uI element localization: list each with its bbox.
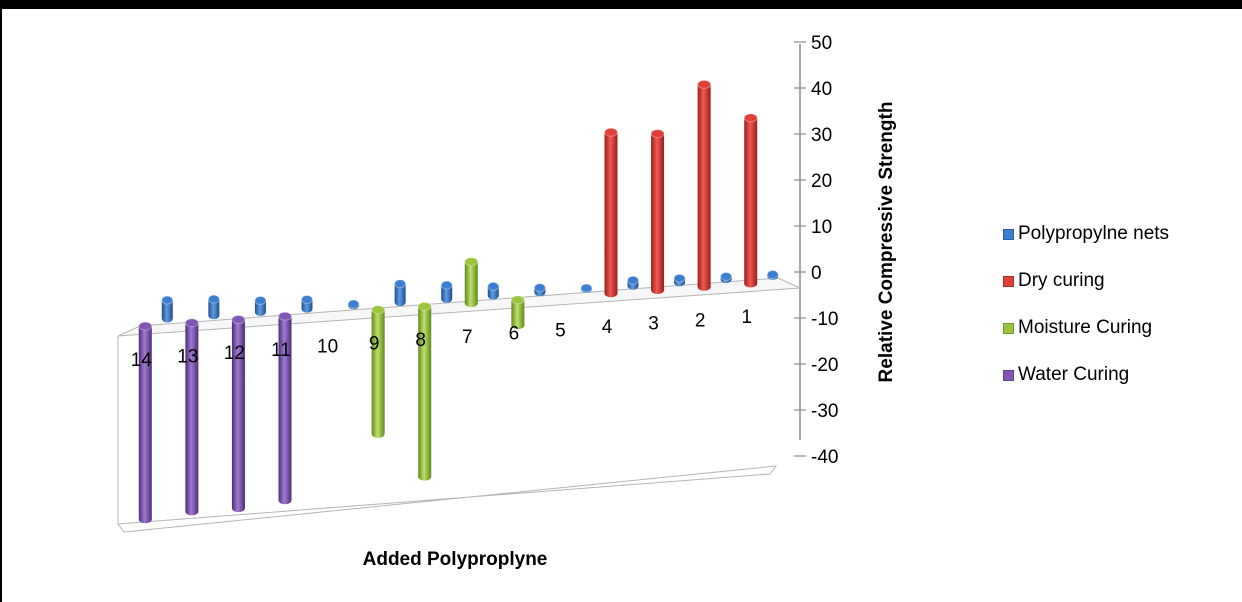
y-tick-label: -20 (811, 355, 838, 376)
bar-dry-curing-4 (604, 127, 618, 298)
legend-label: Moisture Curing (1018, 317, 1153, 338)
legend-swatch (1003, 228, 1014, 240)
y-tick-label: -10 (811, 309, 838, 330)
chart-labels: 50403020100-10-20-30-4012345678910111213… (131, 33, 897, 570)
legend-item-dry-curing: Dry curing (1003, 269, 1169, 293)
bar-polypropylne-nets-13 (207, 294, 220, 320)
legend-item-polypropylne-nets: Polypropylne nets (1003, 222, 1169, 246)
bar-polypropylne-nets-3 (673, 273, 686, 287)
bar-moisture-curing-7 (464, 257, 479, 308)
bar-water-curing-13 (184, 318, 199, 516)
bar-polypropylne-nets-5 (580, 283, 593, 294)
legend-item-water-curing: Water Curing (1003, 363, 1169, 387)
legend-swatch (1003, 275, 1014, 287)
x-axis-title: Added Polyproplyne (363, 549, 548, 570)
x-tick-label: 13 (177, 347, 198, 368)
bar-moisture-curing-6 (510, 295, 525, 330)
legend-label: Water Curing (1018, 364, 1130, 385)
y-tick-label: 20 (811, 171, 832, 192)
legend-label: Dry curing (1018, 270, 1105, 291)
x-tick-label: 12 (224, 343, 245, 364)
bar-polypropylne-nets-7 (487, 281, 500, 300)
legend-swatch (1003, 322, 1014, 334)
y-tick-label: 40 (811, 79, 832, 100)
x-tick-label: 4 (602, 317, 613, 338)
bar-dry-curing-1 (743, 113, 758, 288)
y-axis-title: Relative Compressive Strength (876, 102, 897, 383)
bar-water-curing-11 (278, 311, 292, 505)
bar-polypropylne-nets-12 (254, 295, 267, 316)
chart-legend: Polypropylne nets Dry curing Moisture Curi… (1003, 222, 1169, 410)
x-tick-label: 3 (648, 314, 659, 335)
legend-swatch (1003, 369, 1014, 381)
bar-polypropylne-nets-10 (347, 299, 360, 310)
x-tick-label: 1 (741, 307, 752, 328)
bar-polypropylne-nets-11 (301, 294, 313, 313)
y-tick-label: 30 (811, 125, 832, 146)
bar-polypropylne-nets-9 (394, 279, 407, 307)
bar-polypropylne-nets-6 (533, 283, 546, 297)
x-tick-label: 11 (271, 340, 291, 361)
bar-dry-curing-3 (650, 129, 665, 295)
y-tick-label: 0 (811, 263, 822, 284)
x-tick-label: 8 (415, 330, 426, 351)
legend-item-moisture-curing: Moisture Curing (1003, 316, 1169, 340)
x-tick-label: 10 (317, 337, 338, 358)
bar-water-curing-12 (231, 315, 246, 513)
legend-label: Polypropylne nets (1018, 223, 1170, 244)
x-tick-label: 2 (695, 310, 706, 331)
x-tick-label: 14 (131, 350, 153, 371)
y-tick-label: -30 (811, 401, 838, 422)
y-tick-label: 50 (811, 33, 832, 54)
bar-polypropylne-nets-4 (627, 275, 639, 290)
y-tick-label: 10 (811, 217, 832, 238)
x-tick-label: 7 (462, 327, 473, 348)
bar-polypropylne-nets-8 (440, 280, 453, 303)
bar-polypropylne-nets-14 (161, 295, 174, 323)
x-tick-label: 5 (555, 320, 566, 341)
x-tick-label: 6 (509, 324, 520, 345)
bar-polypropylne-nets-2 (720, 271, 733, 284)
y-tick-label: -40 (811, 447, 838, 468)
bar-polypropylne-nets-1 (766, 270, 779, 280)
bar-dry-curing-2 (697, 79, 712, 291)
bar-water-curing-14 (138, 321, 153, 524)
bar-moisture-curing-8 (417, 301, 432, 481)
x-tick-label: 9 (369, 333, 380, 354)
bar-moisture-curing-9 (371, 305, 386, 438)
chart-bars (138, 79, 779, 524)
